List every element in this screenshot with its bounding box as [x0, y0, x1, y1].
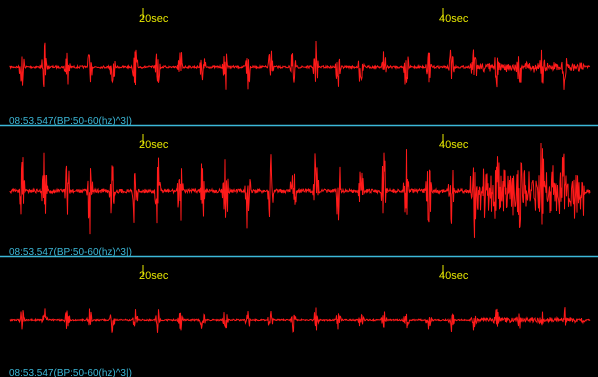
time-label: 20sec: [139, 270, 169, 282]
waveform: [9, 307, 591, 333]
channel-label: 08:53.547(BP:50-60(hz)^3|): [9, 247, 132, 258]
time-label: 40sec: [439, 13, 469, 25]
time-label: 20sec: [139, 13, 169, 25]
time-label: 20sec: [139, 139, 169, 151]
waveform: [9, 40, 591, 90]
channel-label: 08:53.547(BP:50-60(hz)^3|): [9, 368, 132, 377]
waveform: [9, 142, 591, 238]
channel-label: 08:53.547(BP:50-60(hz)^3|): [9, 116, 132, 127]
time-label: 40sec: [439, 139, 469, 151]
time-label: 40sec: [439, 270, 469, 282]
